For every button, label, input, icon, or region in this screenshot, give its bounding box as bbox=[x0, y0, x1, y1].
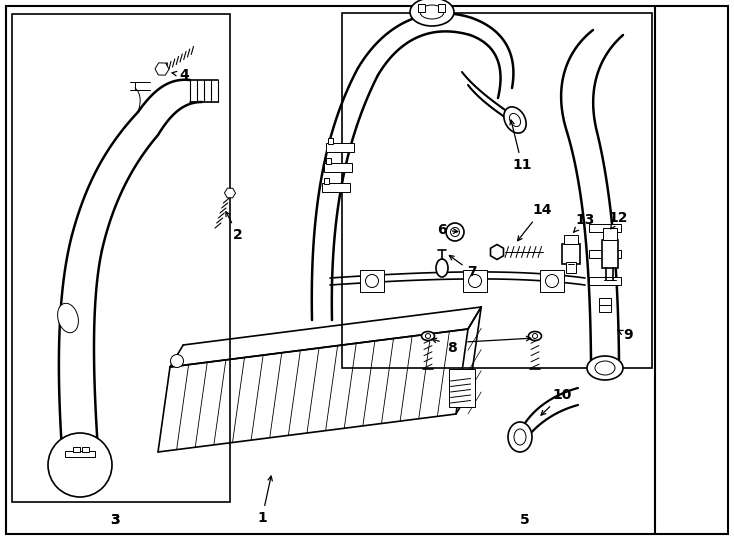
Ellipse shape bbox=[595, 361, 615, 375]
Text: 2: 2 bbox=[226, 212, 243, 242]
Circle shape bbox=[426, 334, 431, 339]
Text: 5: 5 bbox=[520, 513, 530, 527]
Text: 9: 9 bbox=[618, 328, 633, 342]
Text: 8: 8 bbox=[447, 341, 457, 355]
Bar bbox=[65, 451, 95, 457]
Bar bbox=[589, 224, 621, 232]
Ellipse shape bbox=[420, 5, 444, 19]
Bar bbox=[360, 270, 384, 292]
Bar bbox=[448, 369, 475, 407]
Text: 1: 1 bbox=[257, 476, 272, 525]
Text: 3: 3 bbox=[110, 513, 120, 527]
Bar bbox=[602, 240, 618, 268]
Bar bbox=[82, 447, 89, 452]
Ellipse shape bbox=[587, 356, 623, 380]
Bar bbox=[418, 4, 425, 12]
Circle shape bbox=[532, 334, 537, 339]
Text: 11: 11 bbox=[510, 120, 531, 172]
Circle shape bbox=[468, 274, 482, 287]
Ellipse shape bbox=[57, 303, 79, 333]
Ellipse shape bbox=[509, 113, 520, 126]
Bar bbox=[589, 250, 621, 258]
Bar bbox=[342, 13, 652, 368]
Bar bbox=[599, 298, 611, 305]
Text: 3: 3 bbox=[110, 513, 120, 527]
Circle shape bbox=[59, 444, 101, 486]
Bar bbox=[589, 277, 621, 285]
Ellipse shape bbox=[421, 332, 435, 341]
Text: 4: 4 bbox=[172, 68, 189, 82]
Text: 6: 6 bbox=[437, 223, 458, 237]
Bar bbox=[322, 183, 350, 192]
Circle shape bbox=[451, 227, 459, 237]
Ellipse shape bbox=[504, 107, 526, 133]
Bar bbox=[324, 178, 329, 184]
Ellipse shape bbox=[528, 332, 542, 341]
Ellipse shape bbox=[514, 429, 526, 445]
Circle shape bbox=[545, 274, 559, 287]
Bar bbox=[438, 4, 445, 12]
Circle shape bbox=[366, 274, 379, 287]
Text: 12: 12 bbox=[608, 211, 628, 229]
Bar bbox=[603, 228, 617, 240]
Bar bbox=[324, 163, 352, 172]
Text: 13: 13 bbox=[574, 213, 595, 232]
Bar bbox=[73, 447, 80, 452]
Text: 14: 14 bbox=[517, 203, 552, 241]
Bar bbox=[540, 270, 564, 292]
Bar bbox=[12, 14, 230, 502]
Ellipse shape bbox=[508, 422, 532, 452]
Text: 10: 10 bbox=[541, 388, 572, 415]
Bar bbox=[562, 244, 580, 264]
Circle shape bbox=[48, 433, 112, 497]
Bar bbox=[326, 143, 354, 152]
Text: 7: 7 bbox=[449, 255, 477, 279]
Circle shape bbox=[446, 223, 464, 241]
Bar bbox=[327, 138, 333, 144]
Ellipse shape bbox=[410, 0, 454, 26]
Ellipse shape bbox=[436, 259, 448, 277]
Bar bbox=[566, 262, 576, 273]
Bar bbox=[326, 158, 331, 164]
Bar bbox=[564, 235, 578, 244]
Bar bbox=[463, 270, 487, 292]
Bar bbox=[599, 305, 611, 312]
Circle shape bbox=[170, 354, 184, 368]
